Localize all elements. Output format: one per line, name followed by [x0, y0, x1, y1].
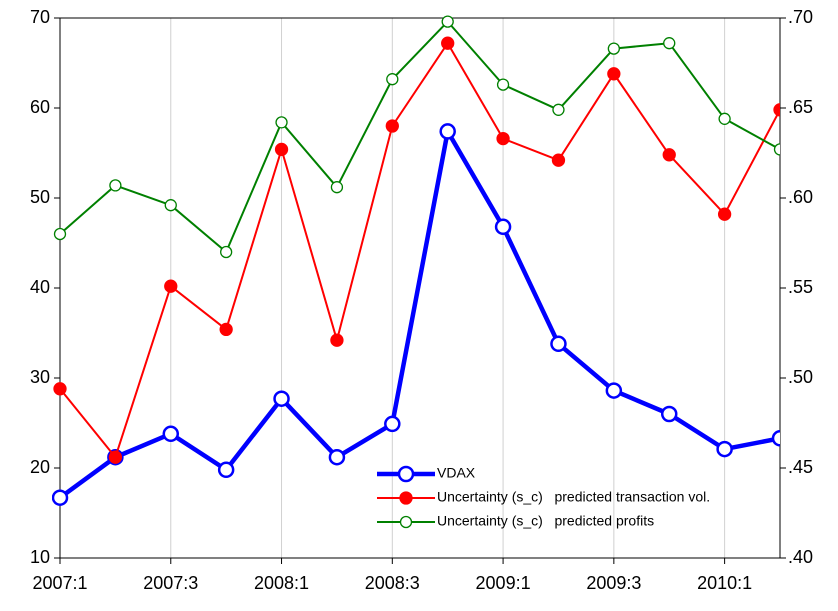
y2-tick-label: .45: [788, 457, 813, 477]
series-marker: [607, 67, 621, 81]
legend-label: VDAX: [437, 465, 476, 481]
series-marker: [384, 415, 401, 433]
series-marker: [439, 123, 456, 140]
y-tick-label: 70: [30, 7, 50, 27]
series-marker: [330, 181, 344, 194]
plot-series: [52, 15, 780, 506]
x-tick-label: 2009:1: [476, 573, 531, 593]
series-marker: [274, 142, 289, 157]
legend-label: Uncertainty (s_c) predicted transaction …: [437, 489, 710, 505]
y2-tick-label: .40: [788, 547, 813, 567]
series-marker: [550, 335, 567, 353]
series-marker: [663, 37, 676, 50]
series-marker: [441, 15, 454, 28]
y2-tick-label: .60: [788, 187, 813, 207]
series-line: [59, 20, 780, 253]
y-tick-label: 60: [30, 97, 50, 117]
series-marker: [496, 78, 510, 91]
y2-tick-label: .50: [788, 367, 813, 387]
y-tick-label: 10: [30, 547, 50, 567]
series-marker: [162, 425, 180, 443]
x-tick-label: 2008:1: [254, 573, 309, 593]
y-tick-label: 30: [30, 367, 50, 387]
series-marker: [496, 131, 510, 146]
series-marker: [552, 103, 565, 116]
legend-marker: [399, 491, 413, 505]
x-tick-label: 2007:1: [32, 573, 87, 593]
series-marker: [108, 450, 123, 464]
y-tick-label: 40: [30, 277, 50, 297]
series-marker: [164, 279, 178, 293]
series-marker: [717, 207, 732, 221]
series-marker: [773, 143, 780, 156]
y-tick-label: 50: [30, 187, 50, 207]
x-tick-label: 2010:1: [697, 573, 752, 593]
series-marker: [109, 179, 122, 192]
series-marker: [607, 42, 620, 55]
y2-tick-label: .70: [788, 7, 813, 27]
series-marker: [773, 103, 780, 117]
series-marker: [53, 382, 67, 396]
legend-marker: [399, 515, 413, 529]
y-tick-label: 20: [30, 457, 50, 477]
series-marker: [164, 199, 177, 212]
series-line: [59, 42, 780, 459]
series-marker: [385, 119, 399, 133]
series-marker: [716, 440, 733, 458]
series-marker: [220, 245, 233, 259]
series-marker: [386, 73, 399, 86]
series-marker: [662, 148, 676, 162]
x-tick-label: 2009:3: [586, 573, 641, 593]
series-marker: [52, 489, 69, 506]
series-marker: [273, 390, 290, 407]
series-marker: [53, 227, 67, 241]
legend-marker: [397, 465, 415, 483]
series-marker: [441, 36, 455, 50]
series-marker: [551, 153, 566, 167]
series-marker: [771, 430, 780, 447]
series-marker: [605, 382, 623, 399]
series-marker: [494, 218, 512, 236]
x-tick-label: 2008:3: [365, 573, 420, 593]
series-marker: [660, 405, 678, 423]
series-marker: [328, 448, 346, 466]
y2-tick-label: .55: [788, 277, 813, 297]
series-line: [58, 129, 780, 500]
series-marker: [217, 461, 235, 479]
series-marker: [275, 116, 288, 129]
series-marker: [330, 333, 344, 347]
legend-label: Uncertainty (s_c) predicted profits: [437, 513, 654, 529]
series-marker: [718, 112, 731, 125]
x-tick-label: 2007:3: [143, 573, 198, 593]
series-marker: [219, 322, 233, 337]
y2-tick-label: .65: [788, 97, 813, 117]
